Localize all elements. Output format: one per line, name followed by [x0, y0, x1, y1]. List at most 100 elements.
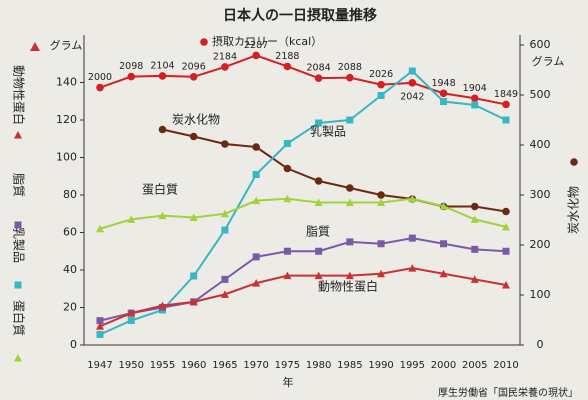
point: [440, 98, 448, 105]
point: [502, 281, 510, 289]
point: [189, 213, 198, 221]
point: [314, 74, 323, 82]
point: [408, 234, 416, 242]
point: [346, 116, 354, 124]
point: [470, 94, 479, 103]
point: [377, 80, 385, 89]
point: [252, 279, 261, 287]
point: [220, 209, 229, 218]
point: [502, 207, 510, 216]
value-label: 2098: [119, 61, 143, 72]
point: [346, 238, 354, 246]
y-tick-label: 80: [63, 188, 77, 201]
value-label: 2042: [400, 91, 424, 102]
y-tick-label: 40: [63, 263, 77, 276]
point: [502, 100, 510, 109]
point: [221, 275, 229, 283]
point: [283, 271, 292, 280]
x-tick-label: 1980: [306, 360, 331, 371]
y-tick-label: 20: [63, 301, 77, 314]
point: [158, 72, 167, 80]
series-line: [99, 267, 507, 328]
y-axis-label: 脂質: [12, 173, 27, 197]
point: [408, 79, 417, 87]
series-label: 脂質: [306, 224, 330, 239]
y2-tick-label: 100: [530, 288, 551, 301]
x-tick-label: 1965: [212, 360, 237, 371]
value-label: 2104: [150, 60, 174, 71]
point: [96, 317, 104, 325]
chart-title: 日本人の一日摂取量推移: [223, 7, 377, 24]
x-tick-label: 1985: [337, 360, 362, 371]
point: [221, 63, 229, 71]
point: [221, 226, 229, 234]
point: [471, 245, 479, 253]
y-axis-label: 動物性蛋白: [12, 65, 27, 125]
point: [377, 92, 385, 99]
point: [502, 116, 510, 124]
point: [314, 177, 323, 185]
x-tick-label: 2005: [462, 360, 487, 371]
point: [283, 164, 292, 173]
y-axis-label: 乳製品: [12, 227, 26, 263]
point: [440, 240, 448, 248]
point: [252, 253, 260, 261]
y2-tick-label: 200: [530, 238, 551, 251]
series-label: 炭水化物: [172, 113, 220, 127]
point: [346, 73, 354, 82]
series-line: [99, 197, 507, 230]
value-label: 1849: [494, 89, 518, 100]
value-label: 2084: [307, 63, 331, 74]
point: [96, 322, 104, 330]
point: [315, 247, 323, 255]
y-tick-label: 0: [70, 338, 77, 351]
series-label: 蛋白質: [142, 182, 178, 197]
value-label: 2096: [182, 61, 206, 72]
value-label: 1948: [431, 78, 455, 89]
y2-tick-label: 400: [530, 138, 551, 151]
legend-marker: [200, 38, 208, 46]
point: [345, 271, 354, 280]
point: [252, 196, 261, 205]
point: [315, 119, 323, 127]
point: [470, 202, 479, 211]
point: [221, 140, 229, 148]
point: [314, 198, 323, 206]
y-tick-label: 120: [56, 113, 77, 126]
y-tick-label: 100: [56, 151, 77, 164]
point: [96, 331, 104, 338]
point: [127, 72, 136, 81]
point: [283, 194, 292, 203]
x-tick-label: 1947: [87, 360, 112, 371]
y2-tick-label: 300: [530, 188, 551, 201]
x-tick-label: 2010: [493, 360, 518, 371]
point: [502, 247, 510, 255]
point: [377, 269, 386, 278]
point: [439, 202, 448, 210]
y2-unit: グラム: [532, 54, 565, 68]
series-line: [99, 237, 507, 322]
point: [314, 271, 323, 280]
axis-label-marker: [14, 354, 22, 362]
point: [377, 191, 385, 199]
series-label: 乳製品: [310, 125, 346, 139]
y-unit: グラム: [50, 38, 83, 52]
x-tick-label: 1950: [119, 360, 144, 371]
point: [158, 301, 167, 310]
point: [283, 247, 291, 255]
legend-label: 摂取カロリー（kcal）: [212, 34, 322, 48]
point: [96, 83, 104, 92]
point: [96, 224, 104, 233]
point: [439, 89, 448, 98]
value-label: 2184: [213, 51, 237, 62]
point: [252, 171, 260, 178]
value-label: 2000: [88, 72, 112, 83]
y-axis-label: 蛋白質: [12, 300, 27, 336]
x-axis-label: 年: [283, 375, 294, 389]
point: [408, 67, 416, 75]
point: [127, 309, 136, 317]
y2-tick-label: 600: [530, 38, 551, 51]
point: [127, 215, 136, 223]
